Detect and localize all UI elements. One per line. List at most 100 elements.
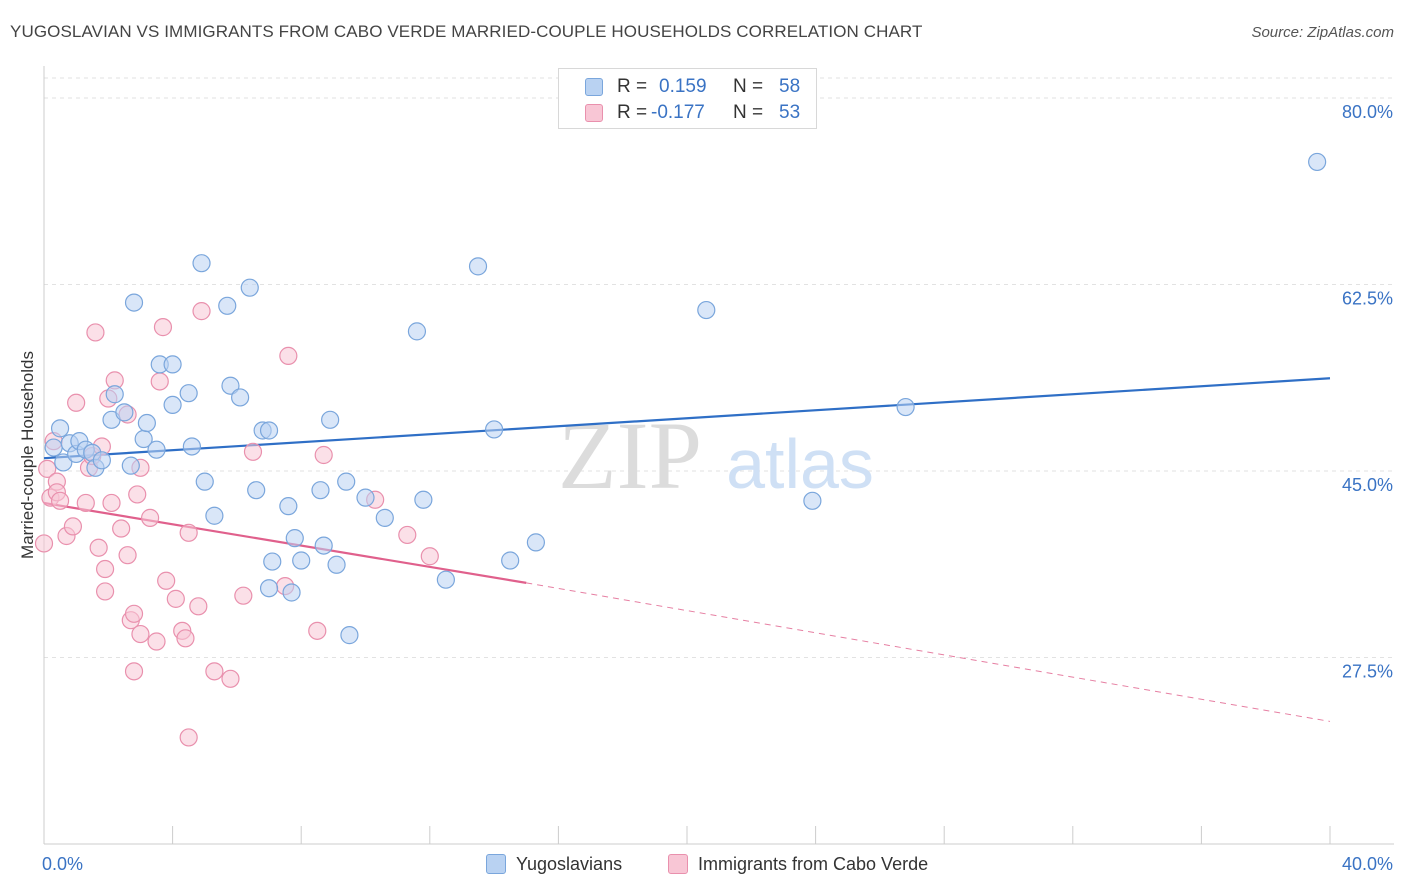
point-cabo-verde [176, 629, 195, 648]
point-cabo-verde [50, 491, 70, 510]
point-cabo-verde [153, 318, 173, 337]
point-yugoslavians [407, 322, 427, 341]
point-yugoslavians [147, 440, 166, 459]
point-yugoslavians [803, 491, 822, 510]
legend-n-value: 58 [779, 76, 801, 97]
legend-n-label: N = [733, 76, 764, 97]
point-cabo-verde [420, 547, 439, 566]
point-yugoslavians [137, 413, 156, 433]
point-yugoslavians [311, 481, 330, 500]
y-tick-label: 80.0% [1342, 102, 1393, 122]
point-yugoslavians [105, 385, 124, 404]
point-yugoslavians [163, 395, 182, 415]
legend-r-value: -0.177 [651, 102, 705, 123]
point-yugoslavians [282, 583, 301, 602]
point-yugoslavians [414, 490, 433, 509]
point-yugoslavians [231, 388, 250, 407]
bottom-legend-swatch-blue [486, 854, 506, 874]
point-yugoslavians [205, 506, 224, 525]
point-cabo-verde [166, 589, 185, 608]
point-cabo-verde [314, 445, 333, 465]
legend-swatch-blue [585, 78, 603, 96]
point-cabo-verde [205, 662, 224, 681]
point-yugoslavians [340, 626, 359, 645]
point-yugoslavians [263, 552, 282, 571]
correlation-legend: R = 0.159 N = 58 R = -0.177 N = 53 [558, 68, 817, 129]
point-yugoslavians [285, 529, 304, 548]
point-cabo-verde [140, 508, 160, 527]
point-yugoslavians [221, 376, 240, 395]
y-tick-label: 62.5% [1342, 288, 1393, 308]
y-tick-label: 27.5% [1342, 661, 1393, 681]
point-yugoslavians [54, 453, 73, 472]
legend-n-value: 53 [779, 102, 801, 123]
point-cabo-verde [112, 519, 131, 538]
point-cabo-verde [131, 624, 150, 644]
bottom-legend-label: Immigrants from Cabo Verde [698, 853, 929, 874]
point-cabo-verde [34, 534, 54, 553]
bottom-legend-swatch-pink [668, 854, 688, 874]
point-cabo-verde [89, 538, 108, 557]
point-cabo-verde [179, 523, 198, 542]
point-cabo-verde [63, 517, 83, 536]
point-yugoslavians [50, 419, 70, 438]
point-yugoslavians [195, 472, 214, 491]
point-yugoslavians [314, 536, 333, 555]
legend-r-label: R = [617, 76, 648, 97]
point-yugoslavians [92, 451, 111, 470]
point-cabo-verde [124, 662, 144, 681]
point-yugoslavians [501, 551, 520, 570]
point-cabo-verde [308, 621, 327, 640]
point-cabo-verde [118, 546, 137, 565]
legend-r-value: 0.159 [659, 76, 707, 97]
grid-lines [44, 77, 1394, 658]
point-cabo-verde [179, 728, 198, 747]
point-cabo-verde [147, 632, 166, 651]
point-yugoslavians [321, 410, 340, 429]
point-yugoslavians [337, 472, 356, 491]
axes [43, 66, 1394, 845]
point-yugoslavians [247, 481, 266, 500]
point-cabo-verde [76, 493, 95, 513]
point-yugoslavians [240, 278, 259, 297]
point-cabo-verde [95, 559, 115, 579]
point-cabo-verde [398, 525, 417, 545]
data-points [34, 152, 1327, 747]
y-tick-label: 45.0% [1342, 475, 1393, 495]
point-yugoslavians [121, 456, 140, 475]
point-cabo-verde [221, 669, 240, 688]
bottom-legend-label: Yugoslavians [516, 853, 623, 874]
point-yugoslavians [259, 421, 279, 440]
tick-labels: 27.5% 45.0% 62.5% 80.0% 0.0% 40.0% [42, 102, 1393, 874]
point-cabo-verde [124, 604, 144, 623]
point-cabo-verde [234, 586, 253, 605]
point-cabo-verde [189, 597, 208, 616]
point-yugoslavians [375, 508, 394, 527]
point-cabo-verde [243, 442, 263, 461]
point-yugoslavians [485, 420, 504, 439]
point-yugoslavians [44, 438, 63, 457]
point-yugoslavians [356, 488, 375, 507]
point-yugoslavians [115, 403, 134, 422]
point-yugoslavians [124, 293, 144, 312]
trend-line-cabo-verde [43, 501, 527, 584]
point-yugoslavians [218, 296, 237, 315]
chart-title: YUGOSLAVIAN VS IMMIGRANTS FROM CABO VERD… [10, 22, 923, 41]
point-yugoslavians [697, 300, 716, 320]
point-cabo-verde [67, 393, 86, 412]
point-yugoslavians [1308, 152, 1327, 172]
point-yugoslavians [192, 254, 211, 273]
point-yugoslavians [327, 555, 346, 574]
legend-n-label: N = [733, 102, 764, 123]
bottom-legend-yugoslavians: Yugoslavians [486, 852, 622, 876]
point-yugoslavians [259, 579, 279, 598]
point-cabo-verde [38, 459, 57, 478]
point-yugoslavians [436, 570, 455, 589]
point-yugoslavians [526, 533, 545, 552]
bottom-legend-cabo-verde: Immigrants from Cabo Verde [668, 852, 928, 876]
legend-swatch-pink [585, 104, 603, 122]
point-cabo-verde [95, 582, 115, 601]
point-yugoslavians [279, 497, 298, 516]
point-yugoslavians [163, 355, 182, 374]
